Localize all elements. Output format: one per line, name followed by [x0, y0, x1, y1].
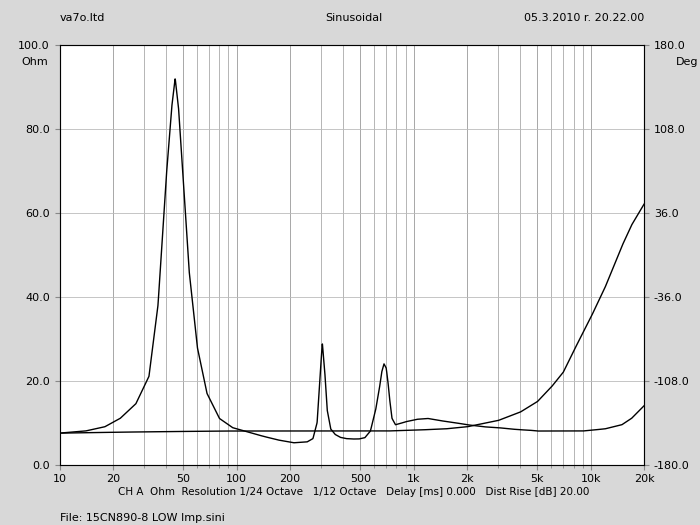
Text: File: 15CN890-8 LOW Imp.sini: File: 15CN890-8 LOW Imp.sini	[60, 513, 225, 523]
Text: va7o.ltd: va7o.ltd	[60, 13, 105, 23]
Text: CH A  Ohm  Resolution 1/24 Octave   1/12 Octave   Delay [ms] 0.000   Dist Rise [: CH A Ohm Resolution 1/24 Octave 1/12 Oct…	[118, 487, 589, 497]
Text: Sinusoidal: Sinusoidal	[325, 13, 382, 23]
Text: 05.3.2010 r. 20.22.00: 05.3.2010 r. 20.22.00	[524, 13, 644, 23]
Text: Deg: Deg	[676, 57, 699, 67]
Text: Ohm: Ohm	[22, 57, 48, 67]
